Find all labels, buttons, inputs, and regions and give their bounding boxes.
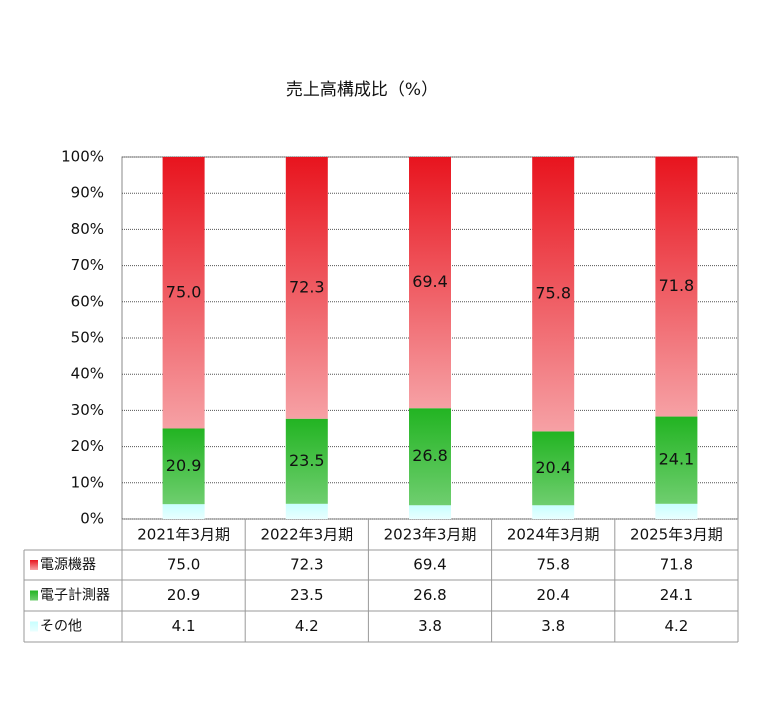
x-tick-label: 2023年3月期	[384, 526, 477, 544]
y-tick-label: 100%	[61, 148, 104, 166]
table-cell: 75.8	[536, 556, 569, 574]
y-tick-label: 30%	[71, 401, 104, 419]
y-tick-label: 20%	[71, 437, 104, 455]
bar-segment	[285, 157, 328, 419]
table-cell: 72.3	[290, 556, 323, 574]
bar-segment	[532, 505, 575, 519]
y-tick-label: 90%	[71, 184, 104, 202]
table-cell: 23.5	[290, 586, 323, 604]
legend-marker	[30, 560, 38, 570]
bar-segment	[409, 505, 451, 519]
x-tick-label: 2022年3月期	[260, 526, 353, 544]
y-tick-label: 50%	[71, 329, 104, 347]
table-cell: 69.4	[413, 556, 446, 574]
table-cell: 4.1	[172, 617, 196, 635]
x-tick-label: 2024年3月期	[507, 526, 600, 544]
data-label: 72.3	[289, 277, 325, 296]
y-tick-label: 40%	[71, 365, 104, 383]
table-cell: 24.1	[660, 586, 693, 604]
table-cell: 4.2	[664, 617, 688, 635]
bar-segment	[409, 157, 451, 409]
data-label: 20.4	[535, 458, 571, 477]
y-tick-label: 60%	[71, 292, 104, 310]
bar-segment	[655, 503, 698, 519]
bar-segment	[532, 157, 575, 432]
data-label: 23.5	[289, 451, 325, 470]
bar-segment	[532, 431, 575, 506]
y-tick-label: 80%	[71, 220, 104, 238]
table-cell: 20.9	[167, 586, 200, 604]
bar-segment	[409, 408, 451, 506]
legend-label: 電源機器	[40, 557, 96, 573]
table-cell: 3.8	[541, 617, 565, 635]
bar-segment	[655, 416, 698, 504]
data-label: 20.9	[166, 456, 202, 475]
bar-segment	[162, 428, 205, 505]
bar-segment	[162, 157, 205, 429]
bar-segment	[162, 504, 205, 519]
bar-segment	[285, 418, 328, 504]
y-tick-label: 0%	[80, 510, 104, 528]
data-label: 71.8	[659, 276, 695, 295]
table-cell: 20.4	[536, 586, 569, 604]
legend-label: 電子計測器	[40, 588, 110, 604]
data-label: 75.0	[166, 282, 202, 301]
table-cell: 3.8	[418, 617, 442, 635]
table-cell: 75.0	[167, 556, 200, 574]
x-tick-label: 2021年3月期	[137, 526, 230, 544]
bar-segment	[655, 156, 698, 417]
bar-segment	[285, 503, 328, 519]
y-tick-label: 10%	[71, 473, 104, 491]
y-tick-label: 70%	[71, 256, 104, 274]
legend-marker	[30, 590, 38, 601]
legend-label: その他	[40, 619, 82, 635]
legend-marker	[30, 621, 38, 632]
data-label: 69.4	[412, 272, 448, 291]
data-label: 26.8	[412, 446, 448, 465]
table-cell: 71.8	[660, 556, 693, 574]
data-label: 75.8	[535, 284, 571, 303]
table-cell: 26.8	[413, 586, 446, 604]
table-cell: 4.2	[295, 617, 319, 635]
chart-title: 売上高構成比（%）	[286, 80, 438, 100]
data-label: 24.1	[659, 450, 695, 469]
x-tick-label: 2025年3月期	[630, 526, 723, 544]
